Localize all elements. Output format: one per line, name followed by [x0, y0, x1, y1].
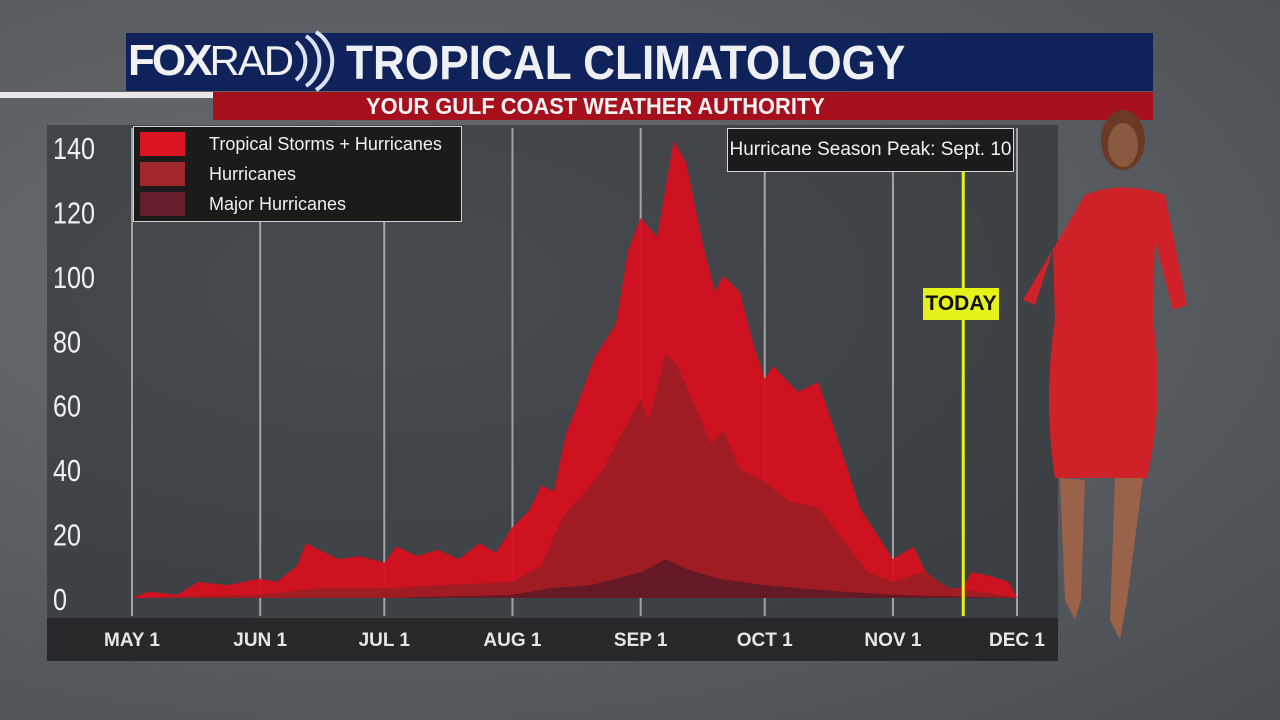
today-label: TODAY [923, 288, 999, 320]
y-tick-label: 20 [53, 518, 81, 553]
y-tick-label: 0 [53, 582, 67, 617]
chart-legend: Tropical Storms + Hurricanes Hurricanes … [133, 126, 462, 222]
legend-item: Hurricanes [140, 161, 296, 187]
season-peak-annotation: Hurricane Season Peak: Sept. 10 [727, 128, 1014, 172]
x-tick-label: AUG 1 [483, 630, 542, 651]
x-tick-label: JUL 1 [359, 630, 411, 651]
x-tick-label: SEP 1 [614, 630, 668, 651]
series-area-2 [132, 353, 1017, 598]
legend-label: Hurricanes [209, 163, 297, 184]
page-subtitle: YOUR GULF COAST WEATHER AUTHORITY [366, 93, 825, 119]
legend-item: Tropical Storms + Hurricanes [140, 131, 442, 157]
presenter-figure [1023, 110, 1187, 640]
y-tick-label: 140 [53, 131, 95, 166]
logo-text-rad: RAD [209, 37, 294, 84]
series-area-3 [132, 559, 1017, 598]
legend-swatch [140, 132, 185, 156]
x-tick-label: NOV 1 [864, 630, 921, 651]
x-tick-label: JUN 1 [233, 630, 287, 651]
legend-swatch [140, 192, 185, 216]
x-tick-label: OCT 1 [737, 630, 793, 651]
legend-label: Major Hurricanes [209, 193, 347, 214]
y-tick-label: 40 [53, 453, 81, 488]
y-tick-label: 60 [53, 389, 81, 424]
x-axis-strip [47, 618, 1058, 661]
legend-label: Tropical Storms + Hurricanes [209, 133, 442, 154]
y-tick-label: 100 [53, 260, 95, 295]
page-title: TROPICAL CLIMATOLOGY [346, 37, 906, 90]
header-accent-line [0, 92, 213, 98]
y-tick-label: 120 [53, 195, 95, 230]
legend-item: Major Hurricanes [140, 191, 346, 217]
x-tick-label: MAY 1 [104, 630, 160, 651]
foxrad-logo: FOX RAD [128, 30, 342, 92]
radar-waves-icon [294, 30, 335, 92]
series-area-1 [132, 140, 1017, 598]
x-tick-label: DEC 1 [989, 630, 1045, 651]
y-tick-label: 80 [53, 324, 81, 359]
header-subtitle-bar [213, 92, 1153, 120]
legend-swatch [140, 162, 185, 186]
logo-text: FOX [128, 36, 212, 85]
